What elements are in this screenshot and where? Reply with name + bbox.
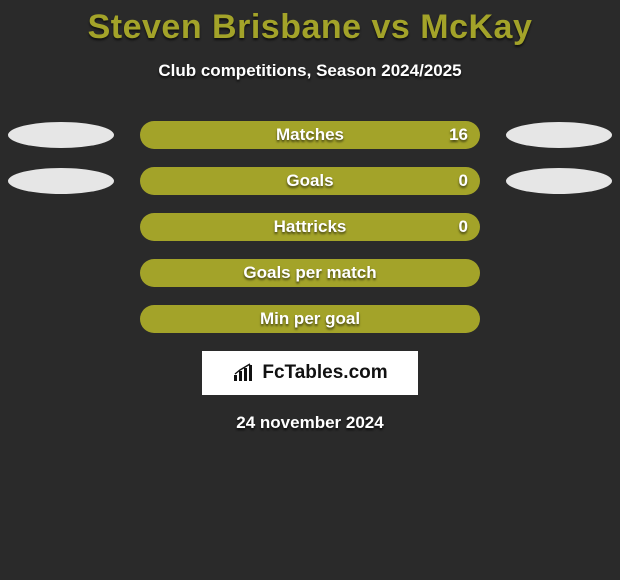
logo: FcTables.com	[232, 362, 387, 384]
player-right-ellipse	[506, 122, 612, 148]
stat-row: Goals per match	[0, 259, 620, 287]
stat-row: Goals0	[0, 167, 620, 195]
stat-bar: Goals per match	[140, 259, 480, 287]
stat-bar: Hattricks0	[140, 213, 480, 241]
bar-chart-icon	[232, 363, 256, 383]
player-right-ellipse	[506, 168, 612, 194]
page-title: Steven Brisbane vs McKay	[0, 0, 620, 47]
stat-label: Hattricks	[140, 217, 480, 237]
stat-bar: Goals0	[140, 167, 480, 195]
stat-value: 0	[459, 217, 468, 237]
stat-row: Hattricks0	[0, 213, 620, 241]
date-line: 24 november 2024	[0, 413, 620, 433]
stat-label: Goals per match	[140, 263, 480, 283]
page-subtitle: Club competitions, Season 2024/2025	[0, 61, 620, 81]
stat-row: Min per goal	[0, 305, 620, 333]
stat-value: 16	[449, 125, 468, 145]
logo-box: FcTables.com	[202, 351, 418, 395]
stat-row: Matches16	[0, 121, 620, 149]
stat-bar: Min per goal	[140, 305, 480, 333]
stat-rows: Matches16Goals0Hattricks0Goals per match…	[0, 121, 620, 333]
stat-label: Matches	[140, 125, 480, 145]
comparison-infographic: Steven Brisbane vs McKay Club competitio…	[0, 0, 620, 580]
player-left-ellipse	[8, 168, 114, 194]
stat-value: 0	[459, 171, 468, 191]
player-left-ellipse	[8, 122, 114, 148]
stat-label: Goals	[140, 171, 480, 191]
stat-bar: Matches16	[140, 121, 480, 149]
stat-label: Min per goal	[140, 309, 480, 329]
logo-text: FcTables.com	[262, 362, 387, 384]
